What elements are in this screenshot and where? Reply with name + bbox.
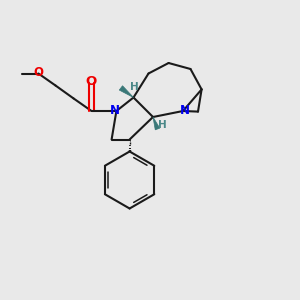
Text: O: O (33, 65, 43, 79)
Text: N: N (110, 104, 120, 118)
Text: O: O (86, 75, 97, 88)
Polygon shape (153, 117, 160, 130)
Polygon shape (119, 86, 134, 98)
Text: N: N (179, 104, 190, 118)
Text: H: H (158, 120, 167, 130)
Text: H: H (130, 82, 139, 92)
